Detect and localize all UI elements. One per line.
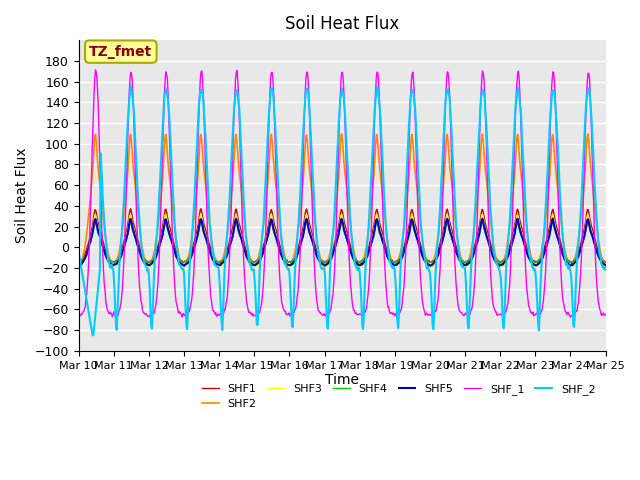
SHF2 [390,264,398,270]
SHF2 [84,218,92,224]
X-axis label: Time: Time [325,373,359,387]
SHF_1 [182,314,190,320]
SHF3 [75,264,83,270]
SHF4 [422,256,430,262]
SHF_1 [408,78,415,84]
Line: SHF2: SHF2 [79,134,605,267]
SHF1 [602,259,609,265]
Line: SHF3: SHF3 [79,214,605,268]
SHF5 [549,216,557,221]
Line: SHF5: SHF5 [79,218,605,266]
SHF1 [84,241,92,247]
SHF1 [422,256,430,262]
SHF2 [192,194,200,200]
SHF_2 [221,256,229,262]
Line: SHF_2: SHF_2 [79,85,605,336]
Line: SHF_1: SHF_1 [79,70,605,317]
SHF2 [422,256,430,262]
SHF5 [406,225,414,231]
SHF4 [303,219,310,225]
SHF2 [75,263,83,268]
SHF3 [192,237,200,243]
SHF4 [602,259,609,265]
SHF_2 [89,333,97,338]
SHF3 [602,264,609,270]
SHF1 [221,254,228,260]
Y-axis label: Soil Heat Flux: Soil Heat Flux [15,148,29,243]
SHF2 [584,131,592,137]
SHF2 [407,144,415,150]
SHF1 [407,211,415,217]
SHF1 [197,206,205,212]
SHF_2 [127,83,134,88]
Text: TZ_fmet: TZ_fmet [89,45,152,59]
Line: SHF1: SHF1 [79,209,605,263]
SHF3 [407,216,415,222]
SHF_2 [84,306,92,312]
SHF4 [461,260,468,265]
SHF2 [139,246,147,252]
SHF_2 [408,89,415,95]
SHF_2 [193,133,201,139]
SHF_1 [84,270,92,276]
SHF5 [84,246,92,252]
SHF_1 [602,312,609,317]
SHF5 [422,259,429,264]
SHF2 [220,253,228,259]
SHF3 [422,262,430,268]
SHF3 [84,245,92,251]
SHF1 [75,259,83,264]
Title: Soil Heat Flux: Soil Heat Flux [285,15,399,33]
SHF_2 [602,265,609,271]
SHF5 [220,259,228,264]
SHF5 [139,256,147,262]
SHF4 [192,239,200,244]
SHF1 [192,232,200,238]
Legend: SHF1, SHF2, SHF3, SHF4, SHF5, SHF_1, SHF_2: SHF1, SHF2, SHF3, SHF4, SHF5, SHF_1, SHF… [197,379,600,414]
SHF4 [220,257,228,263]
SHF2 [602,263,609,268]
SHF_2 [423,265,431,271]
SHF_1 [75,312,83,317]
SHF_2 [75,250,83,255]
SHF_2 [140,259,148,264]
SHF4 [84,245,92,251]
SHF5 [75,263,83,269]
SHF3 [139,257,147,263]
Line: SHF4: SHF4 [79,222,605,263]
SHF_1 [221,307,229,313]
SHF_1 [193,160,201,166]
SHF3 [221,259,228,265]
SHF1 [139,252,147,258]
SHF_1 [92,67,99,73]
SHF5 [192,239,200,244]
SHF_1 [423,310,431,316]
SHF4 [75,260,83,265]
SHF4 [407,224,415,229]
SHF5 [602,263,609,268]
SHF3 [197,211,205,217]
SHF4 [139,254,147,260]
SHF3 [427,265,435,271]
SHF_1 [140,309,147,315]
SHF1 [496,260,504,265]
